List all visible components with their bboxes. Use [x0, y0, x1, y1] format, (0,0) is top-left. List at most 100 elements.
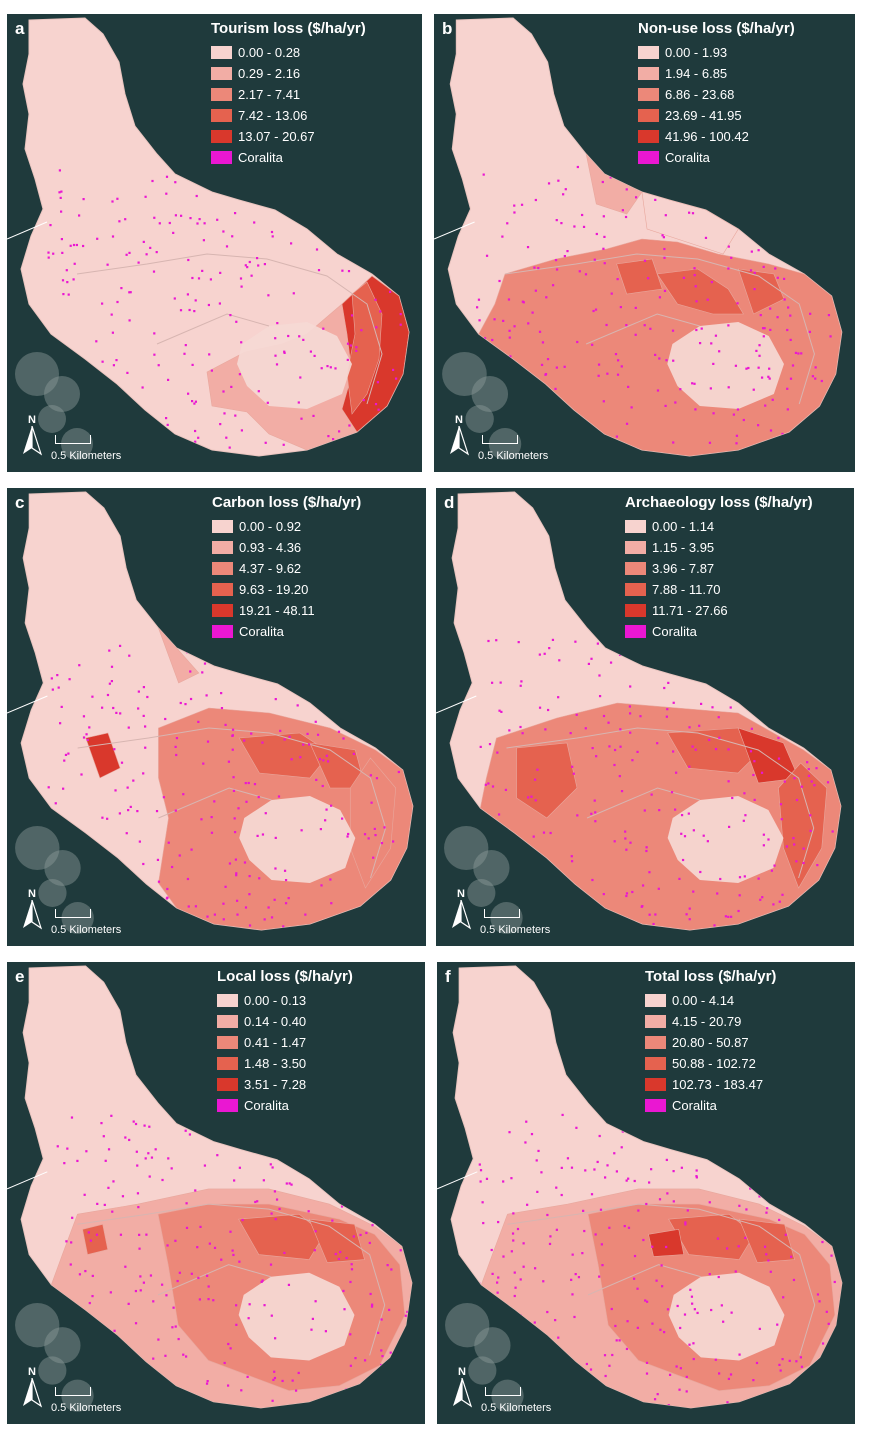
- coralita-point: [188, 1133, 192, 1136]
- coralita-point: [491, 785, 495, 788]
- coralita-point: [695, 1169, 698, 1172]
- legend-label: 0.00 - 0.92: [239, 519, 302, 534]
- coralita-point: [346, 342, 350, 345]
- coralita-point: [108, 649, 111, 652]
- coralita-point: [809, 829, 812, 832]
- coralita-point: [802, 861, 805, 865]
- scale-label: 0.5 Kilometers: [51, 924, 122, 936]
- coralita-point: [157, 364, 160, 367]
- coralita-point: [546, 1310, 549, 1314]
- coralita-point: [209, 278, 212, 281]
- coralita-point: [236, 913, 239, 916]
- coralita-point: [134, 1289, 138, 1293]
- coralita-point: [485, 1177, 489, 1180]
- coralita-point: [235, 872, 238, 875]
- coralita-point: [761, 327, 765, 330]
- coralita-point: [627, 1177, 630, 1180]
- coralita-point: [749, 1187, 752, 1190]
- coralita-point: [166, 887, 169, 891]
- coralita-point: [355, 349, 358, 352]
- coralita-point: [198, 1298, 201, 1301]
- coralita-point: [346, 835, 349, 838]
- coralita-point: [827, 314, 831, 317]
- coralita-point: [349, 1333, 352, 1336]
- coralita-point: [519, 725, 522, 729]
- coralita-point: [248, 875, 251, 878]
- coralita-point: [616, 373, 620, 376]
- legend-class-4: 50.88 - 102.72: [645, 1053, 776, 1074]
- coralita-point: [793, 777, 796, 780]
- coralita-point: [317, 269, 321, 272]
- coralita-point: [759, 314, 762, 317]
- coralita-point: [688, 918, 691, 921]
- coralita-point: [307, 743, 311, 746]
- coralita-point: [792, 1278, 796, 1282]
- coralita-point: [831, 830, 834, 833]
- coralita-point: [111, 1210, 114, 1213]
- coralita-point: [346, 358, 349, 361]
- swatch-coralita: [211, 151, 232, 164]
- coralita-point: [271, 1166, 274, 1169]
- coralita-point: [551, 638, 555, 641]
- coralita-point: [560, 222, 563, 225]
- legend-label: Coralita: [238, 150, 283, 165]
- legend-label: 1.15 - 3.95: [652, 540, 715, 555]
- coralita-point: [602, 215, 605, 218]
- coralita-point: [717, 716, 720, 719]
- coralita-point: [793, 843, 796, 846]
- coralita-point: [347, 832, 350, 836]
- coralita-point: [153, 216, 156, 219]
- coralita-point: [596, 1160, 599, 1164]
- coralita-point: [684, 1223, 687, 1226]
- coralita-point: [718, 736, 721, 739]
- coralita-point: [167, 378, 170, 381]
- coralita-point: [502, 319, 505, 322]
- coralita-point: [329, 878, 332, 881]
- coralita-point: [479, 1180, 482, 1183]
- coralita-point: [714, 748, 718, 751]
- legend-class-4: 7.88 - 11.70: [625, 579, 813, 600]
- swatch-class-2: [645, 1015, 666, 1028]
- coralita-point: [633, 1277, 636, 1280]
- coralita-point: [652, 922, 655, 926]
- coralita-point: [350, 1268, 354, 1271]
- cloud-shape: [61, 902, 94, 934]
- coralita-point: [514, 1286, 517, 1289]
- legend-class-4: 1.48 - 3.50: [217, 1053, 353, 1074]
- coralita-point: [248, 924, 252, 927]
- coralita-point: [758, 1327, 761, 1330]
- coralita-point: [340, 817, 344, 820]
- coralita-point: [235, 899, 239, 902]
- coralita-point: [142, 772, 145, 775]
- coralita-point: [695, 1175, 698, 1178]
- coralita-point: [254, 1200, 257, 1204]
- coralita-point: [598, 695, 602, 698]
- swatch-class-1: [212, 520, 233, 533]
- coralita-point: [309, 350, 312, 353]
- coralita-point: [792, 837, 795, 840]
- coralita-point: [89, 1239, 93, 1242]
- coralita-point: [572, 772, 575, 775]
- coralita-point: [614, 1324, 617, 1328]
- coralita-point: [243, 739, 246, 742]
- coralita-point: [648, 913, 651, 916]
- coralita-point: [794, 351, 798, 354]
- scale-bar: 0.5 Kilometers: [478, 435, 548, 462]
- coralita-point: [326, 760, 330, 763]
- coralita-point: [270, 916, 274, 919]
- coralita-point: [628, 712, 632, 715]
- coralita-point: [282, 443, 285, 446]
- coralita-point: [329, 804, 333, 807]
- cloud-shape: [467, 879, 496, 907]
- coralita-point: [665, 359, 668, 362]
- coralita-point: [615, 435, 619, 438]
- coralita-point: [392, 368, 395, 371]
- coralita-point: [820, 379, 823, 383]
- coralita-point: [347, 270, 351, 273]
- coralita-point: [601, 1264, 604, 1267]
- coralita-point: [573, 1315, 576, 1319]
- coralita-point: [238, 373, 241, 376]
- legend-label: 3.51 - 7.28: [244, 1077, 307, 1092]
- coralita-point: [138, 1247, 141, 1250]
- coralita-point: [560, 1166, 563, 1169]
